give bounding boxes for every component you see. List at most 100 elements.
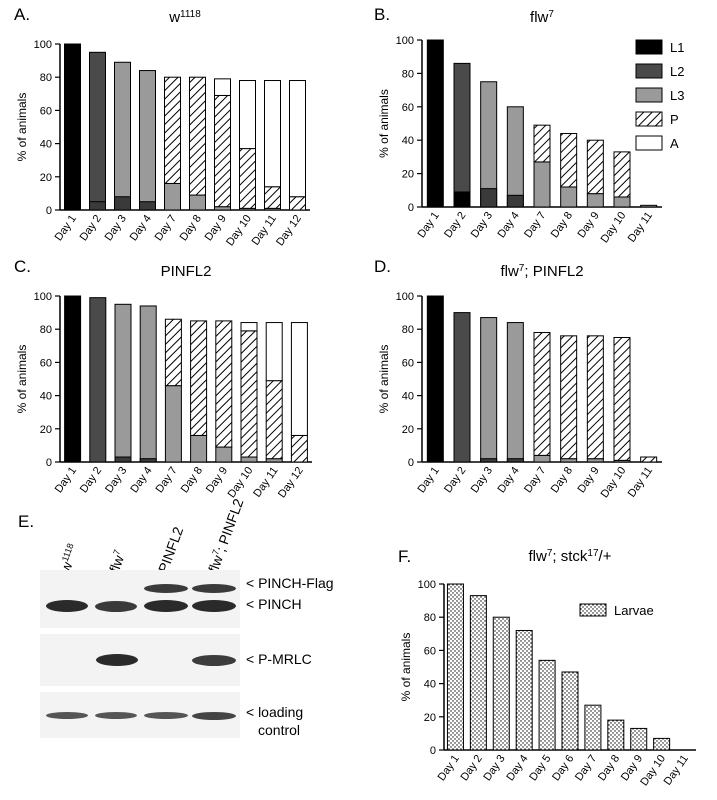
bar-l3	[164, 182, 181, 211]
bar-p	[164, 76, 181, 184]
bar-p	[189, 76, 206, 196]
band-load-2	[95, 712, 137, 719]
x-tick-label: Day 7	[573, 753, 599, 783]
bar-l3	[114, 303, 132, 463]
x-tick-label: Day 3	[469, 210, 495, 240]
y-tick-label: 80	[40, 72, 52, 84]
y-tick-label: 0	[46, 457, 52, 469]
legend-swatch-l3	[635, 87, 663, 103]
blot-pinch	[40, 570, 240, 628]
bar-l2	[89, 297, 107, 463]
y-tick-label: 0	[430, 745, 436, 757]
x-tick-label: Day 9	[204, 465, 230, 495]
bar-p	[560, 335, 578, 460]
bar-l1	[64, 43, 81, 211]
x-tick-label: Day 7	[522, 210, 548, 240]
bar-l1	[64, 295, 82, 463]
bar-p	[265, 380, 283, 460]
bar-p	[289, 196, 306, 211]
legend-label-l3: L3	[670, 88, 684, 103]
band-pinch-1	[46, 600, 88, 612]
chart-title: flw7; PINFL2	[500, 263, 583, 281]
bar-l1	[426, 39, 444, 208]
bar-l3	[613, 196, 631, 208]
bar-p	[613, 151, 631, 198]
y-tick-label: 80	[40, 324, 52, 336]
y-tick-label: 40	[402, 135, 414, 147]
chart-f: F. flw7; stck17/+ 0 20 40 60 80 100 % of animals…	[398, 547, 696, 788]
bar-l3	[506, 322, 524, 463]
x-tick-label: Day 12	[276, 465, 306, 500]
x-tick-label: Day 3	[103, 213, 129, 243]
x-tick-label: Day 11	[626, 210, 655, 245]
y-tick-label: 60	[40, 357, 52, 369]
y-axis-label: % of animals	[399, 633, 413, 702]
bar-base-segment	[114, 196, 131, 211]
bar-a	[214, 78, 231, 96]
bar-l2	[89, 51, 106, 211]
bar-l3	[190, 434, 208, 463]
bar-base-segment	[506, 458, 524, 463]
legend-label-a: A	[670, 136, 679, 151]
band-pinch-4	[192, 600, 236, 612]
band-load-1	[46, 712, 88, 719]
x-tick-label: Day 10	[226, 465, 256, 500]
bar-l3	[189, 194, 206, 211]
y-axis-label: % of animals	[377, 89, 391, 158]
y-tick-label: 40	[40, 139, 52, 151]
x-tick-label: Day 1	[436, 753, 462, 783]
blot-loading-control	[40, 692, 240, 738]
chart-title: w1118	[168, 9, 201, 27]
bar-base-segment	[114, 456, 132, 463]
y-tick-label: 60	[40, 105, 52, 117]
label-pinch: < PINCH	[246, 596, 302, 612]
x-tick-label: Day 10	[224, 213, 254, 248]
bar-a	[289, 80, 306, 198]
band-load-3	[144, 712, 188, 719]
bar-larvae	[469, 595, 487, 751]
bar-p	[264, 186, 281, 209]
bar-p	[640, 456, 658, 463]
bar-p	[533, 332, 551, 456]
x-tick-label: Day 1	[53, 213, 79, 243]
bar-larvae	[630, 727, 648, 751]
bar-larvae	[446, 583, 464, 751]
bar-p	[533, 124, 551, 163]
bar-base-segment	[506, 194, 524, 208]
x-tick-label: Day 8	[549, 210, 575, 240]
x-tick-label: Day 11	[626, 465, 655, 500]
bar-l3	[215, 446, 233, 463]
x-tick-label: Day 6	[550, 753, 576, 783]
y-axis-label: % of animals	[15, 345, 29, 414]
x-tick-label: Day 10	[599, 210, 629, 245]
panel-letter: A.	[14, 5, 30, 24]
band-flag-4	[192, 584, 236, 593]
x-tick-label: Day 12	[274, 213, 304, 248]
legend-stage: L1 L2 L3 PA	[635, 39, 684, 151]
x-tick-label: Day 7	[522, 465, 548, 495]
x-tick-label: Day 1	[415, 210, 441, 240]
y-tick-label: 0	[408, 202, 414, 214]
bar-base-segment	[139, 201, 156, 211]
bar-base-segment	[139, 458, 157, 463]
panel-letter: D.	[374, 257, 391, 276]
x-tick-label: Day 3	[481, 753, 507, 783]
x-tick-label: Day 7	[154, 465, 180, 495]
bar-p	[190, 320, 208, 436]
band-pinch-3	[144, 600, 188, 612]
legend-label-l2: L2	[670, 64, 684, 79]
legend-swatch-a	[635, 135, 663, 151]
label-p-mrlc: < P-MRLC	[246, 651, 312, 667]
y-tick-label: 80	[424, 612, 436, 624]
bar-l3	[586, 193, 604, 208]
band-mrlc-4	[192, 655, 236, 666]
y-tick-label: 40	[424, 679, 436, 691]
panel-letter: C.	[14, 257, 31, 276]
y-tick-label: 100	[396, 35, 414, 47]
bar-l2	[453, 312, 471, 463]
y-axis-label: % of animals	[15, 93, 29, 162]
chart-title: flw7; stck17/+	[529, 548, 612, 566]
bar-l3	[506, 106, 524, 208]
